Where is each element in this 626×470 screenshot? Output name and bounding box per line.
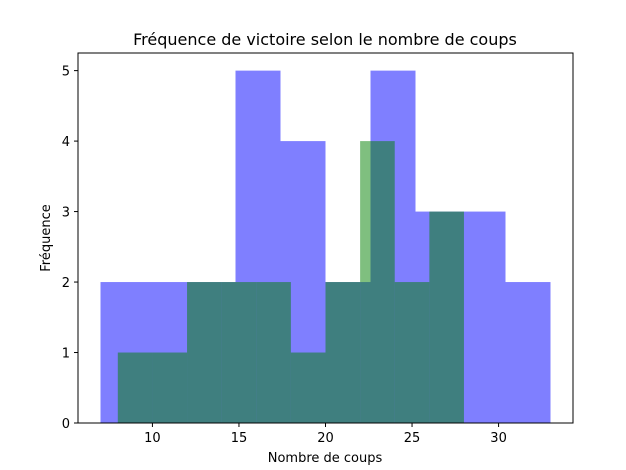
- y-tick-label: 1: [62, 347, 70, 362]
- y-tick-label: 3: [62, 206, 70, 221]
- plot-area: [100, 70, 551, 423]
- histogram-bar-series-2-bin-5: [256, 282, 291, 423]
- y-tick-label: 5: [62, 65, 70, 80]
- chart-title: Fréquence de victoire selon le nombre de…: [133, 30, 517, 49]
- histogram-bar-series-2-bin-2: [152, 352, 188, 423]
- y-axis: 0 1 2 3 4 5: [62, 65, 78, 432]
- y-axis-label: Fréquence: [39, 204, 54, 271]
- histogram-bar-series-1-bin-10: [505, 282, 551, 423]
- histogram-bar-series-2-bin-3: [187, 282, 222, 423]
- y-tick-label: 0: [62, 417, 70, 432]
- histogram-bar-series-2-bin-10: [429, 211, 464, 423]
- x-tick-label: 15: [231, 431, 248, 446]
- x-axis: 10 15 20 25 30: [144, 423, 507, 446]
- y-tick-label: 4: [62, 135, 70, 150]
- x-tick-label: 10: [144, 431, 161, 446]
- x-tick-label: 25: [404, 431, 421, 446]
- y-tick-label: 2: [62, 276, 70, 291]
- histogram-bar-series-2-bin-9: [394, 282, 430, 423]
- histogram-bar-series-2-bin-4: [221, 282, 257, 423]
- histogram-bar-series-2-bin-8: [360, 141, 395, 423]
- histogram-bar-series-1-bin-9: [460, 211, 506, 423]
- x-tick-label: 30: [490, 431, 507, 446]
- x-tick-label: 20: [317, 431, 334, 446]
- histogram-bar-series-2-bin-1: [117, 352, 153, 423]
- histogram-bar-series-2-bin-7: [325, 282, 361, 423]
- x-axis-label: Nombre de coups: [268, 451, 383, 466]
- histogram-bar-series-2-bin-6: [290, 352, 326, 423]
